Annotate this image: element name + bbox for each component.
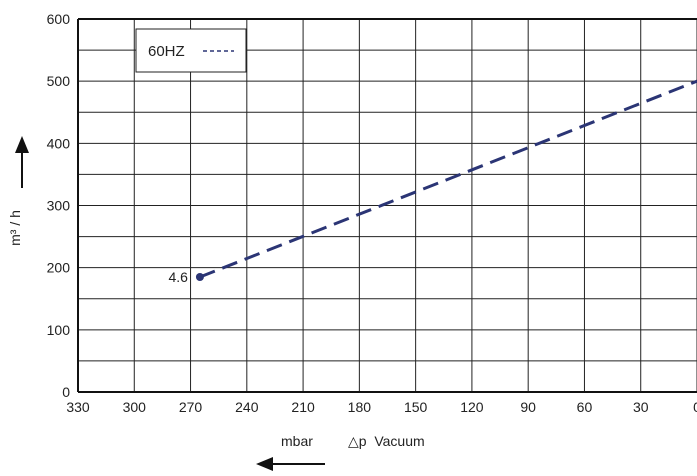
x-axis-unit: mbar [281, 433, 313, 449]
grid [77, 18, 697, 393]
series-layer [195, 79, 697, 281]
x-tick-label: 60 [577, 399, 593, 415]
y-axis-label-group: m³ / h [7, 136, 29, 246]
tick-labels: 3303002702402101801501209060300010020030… [47, 11, 697, 415]
y-tick-label: 300 [47, 198, 71, 214]
x-axis-arrow-head [256, 457, 273, 471]
x-axis-label-group: mbar △p Vacuum [256, 433, 425, 471]
y-tick-label: 200 [47, 260, 71, 276]
y-tick-label: 400 [47, 135, 71, 151]
point-annotation: 4.6 [168, 269, 188, 285]
y-axis-arrow-head [15, 136, 29, 153]
y-axis-label: m³ / h [7, 210, 23, 246]
x-tick-label: 0 [693, 399, 697, 415]
x-tick-label: 240 [235, 399, 259, 415]
x-axis-label: △p Vacuum [348, 433, 425, 449]
y-tick-label: 100 [47, 322, 71, 338]
x-tick-label: 300 [123, 399, 147, 415]
x-tick-label: 270 [179, 399, 203, 415]
y-tick-label: 0 [62, 384, 70, 400]
series-start-point [195, 272, 204, 281]
legend: 60HZ [135, 28, 247, 73]
x-tick-label: 150 [404, 399, 428, 415]
x-tick-label: 330 [66, 399, 90, 415]
y-tick-label: 500 [47, 73, 71, 89]
y-tick-label: 600 [47, 11, 71, 27]
series-line [199, 79, 697, 279]
x-tick-label: 90 [520, 399, 536, 415]
legend-label: 60HZ [148, 43, 185, 60]
x-tick-label: 180 [348, 399, 372, 415]
x-tick-label: 210 [291, 399, 315, 415]
x-tick-label: 30 [633, 399, 649, 415]
x-tick-label: 120 [460, 399, 484, 415]
